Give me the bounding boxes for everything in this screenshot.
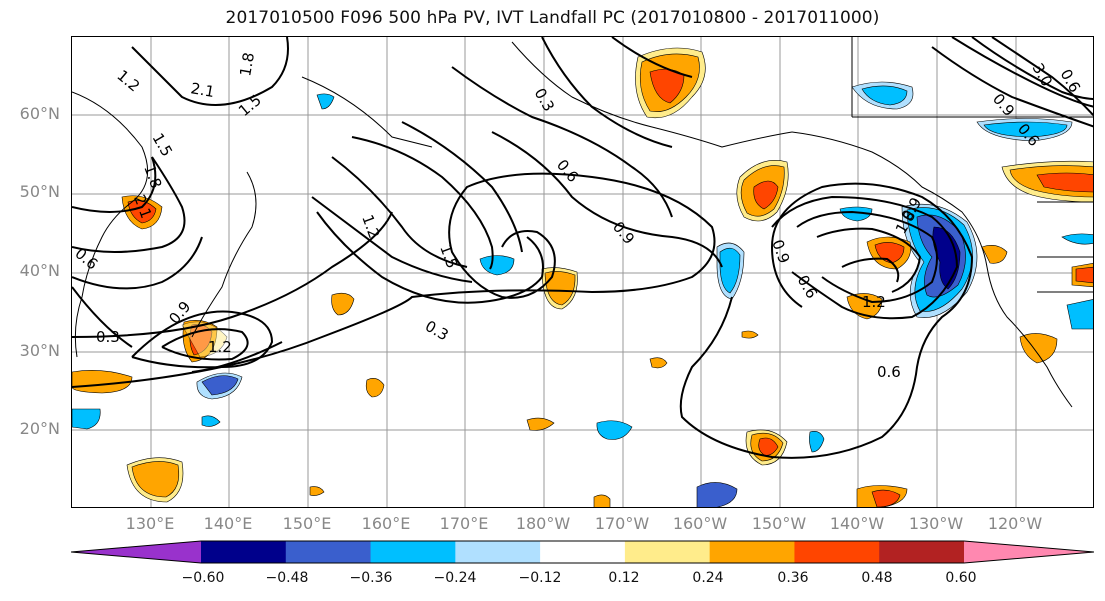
colorbar-segment <box>201 541 287 563</box>
lat-label-30n: 30°N <box>19 341 60 360</box>
colorbar-tick: 0.48 <box>861 570 893 586</box>
lat-label-40n: 40°N <box>19 261 60 280</box>
contour-label: 0.6 <box>553 156 582 186</box>
contour-label: 1.8 <box>236 51 258 78</box>
contour-label: 1.5 <box>235 91 265 120</box>
contour-label: 0.3 <box>531 85 559 115</box>
colorbar-tick: 0.12 <box>608 570 640 586</box>
pv-contours <box>72 37 1093 459</box>
contour-label: 1.2 <box>208 338 232 356</box>
contour-label: 1.2 <box>358 212 383 241</box>
colorbar-segment <box>455 541 541 563</box>
contour-label: 0.3 <box>422 317 452 345</box>
colorbar-segment <box>285 541 372 563</box>
colorbar <box>71 540 1094 564</box>
colorbar-segment <box>624 541 711 563</box>
contour-label: 0.6 <box>877 363 901 381</box>
colorbar-tick: −0.48 <box>265 570 309 586</box>
lat-label-20n: 20°N <box>19 419 60 438</box>
contour-label: 0.9 <box>768 237 793 266</box>
colorbar-extension-high <box>964 541 1094 563</box>
colorbar-outline <box>71 540 1094 564</box>
colorbar-segment <box>540 541 626 563</box>
lon-label: 130°E <box>125 514 175 533</box>
contour-label: 1.2 <box>113 66 143 95</box>
colorbar-tick: −0.24 <box>433 570 477 586</box>
colorbar-tick: 0.24 <box>692 570 724 586</box>
lon-label: 140°E <box>203 514 253 533</box>
lon-label: 170°W <box>594 514 650 533</box>
contour-label: 0.3 <box>96 328 120 346</box>
colorbar-tick: −0.12 <box>518 570 562 586</box>
map-panel: 1.2 2.1 1.8 1.5 1.8 2.1 0.6 0.3 0.9 1.2 … <box>71 36 1094 508</box>
lat-label-50n: 50°N <box>19 182 60 201</box>
map-title: 2017010500 F096 500 hPa PV, IVT Landfall… <box>225 8 880 28</box>
lon-label: 130°W <box>908 514 964 533</box>
lon-label: 170°E <box>439 514 489 533</box>
colorbar-segment <box>370 541 456 563</box>
lon-label: 140°W <box>829 514 885 533</box>
colorbar-tick: −0.36 <box>349 570 393 586</box>
colorbar-segment <box>709 541 795 563</box>
map-canvas: 1.2 2.1 1.8 1.5 1.8 2.1 0.6 0.3 0.9 1.2 … <box>72 37 1093 507</box>
colorbar-tick: 0.60 <box>945 570 977 586</box>
lon-label: 150°W <box>751 514 807 533</box>
colorbar-extension-low <box>71 541 201 563</box>
lon-label: 120°W <box>987 514 1043 533</box>
lat-label-60n: 60°N <box>19 104 60 123</box>
lon-label: 180°W <box>515 514 571 533</box>
contour-label: 1.5 <box>436 242 461 271</box>
colorbar-segment <box>879 541 965 563</box>
contour-label: 2.1 <box>189 79 216 101</box>
lon-label: 160°W <box>672 514 728 533</box>
colorbar-tick: 0.36 <box>777 570 809 586</box>
contour-label: 1.5 <box>149 130 177 160</box>
contour-label: 1.2 <box>862 293 886 311</box>
colorbar-segment <box>794 541 880 563</box>
lon-label: 150°E <box>282 514 332 533</box>
colorbar-tick: −0.60 <box>181 570 225 586</box>
lon-label: 160°E <box>361 514 411 533</box>
